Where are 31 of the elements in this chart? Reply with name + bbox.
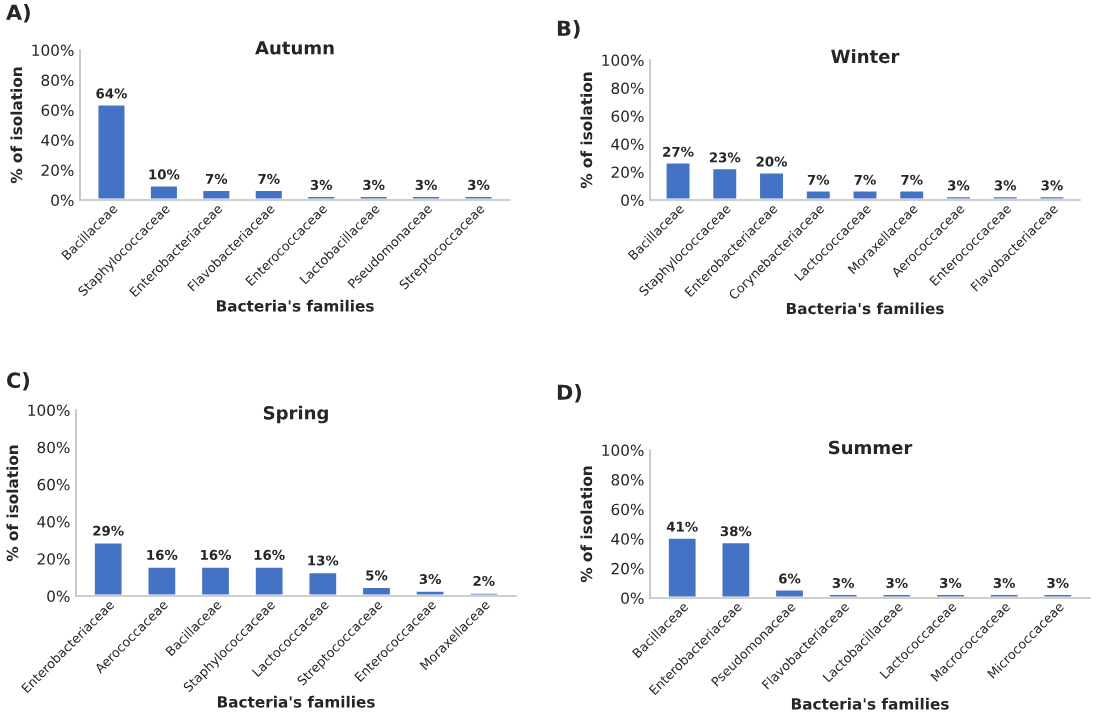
bar: [757, 170, 786, 200]
bar: [719, 540, 752, 598]
bar: [990, 194, 1020, 200]
chart-title: Spring: [263, 405, 328, 424]
text: B): [557, 20, 580, 39]
text: A): [6, 4, 30, 23]
chart-title: Autumn: [255, 41, 334, 55]
bar: [850, 188, 880, 200]
bar: [92, 540, 125, 596]
bar: [944, 194, 973, 200]
bar: [934, 592, 967, 598]
bar: [804, 188, 833, 200]
chart-title: Summer: [828, 440, 913, 455]
text: C): [7, 372, 30, 391]
bar: [710, 166, 740, 200]
chart-title: Winter: [831, 49, 900, 64]
bar: [306, 570, 339, 596]
bar: [200, 188, 233, 200]
bar: [148, 183, 180, 200]
bar: [252, 188, 285, 200]
bar: [360, 585, 393, 596]
bar: [145, 564, 178, 596]
text: D): [557, 384, 582, 403]
bar: [897, 188, 926, 200]
bar: [773, 587, 806, 598]
bar: [253, 564, 286, 596]
bar: [95, 102, 128, 200]
bar: [663, 160, 693, 200]
bar: [199, 564, 232, 596]
bar: [666, 535, 699, 598]
bar: [1037, 194, 1067, 200]
